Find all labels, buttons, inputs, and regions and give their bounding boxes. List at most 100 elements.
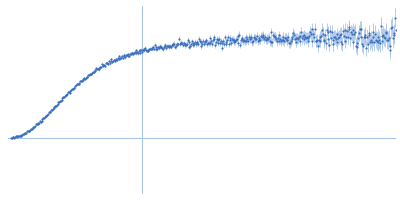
Point: [198, 40, 205, 44]
Point: [309, 39, 316, 42]
Point: [210, 38, 216, 41]
Point: [120, 56, 126, 59]
Point: [56, 101, 62, 104]
Point: [149, 47, 156, 50]
Point: [18, 134, 25, 137]
Point: [16, 135, 22, 138]
Point: [53, 104, 59, 108]
Point: [320, 32, 326, 35]
Point: [168, 43, 175, 47]
Point: [386, 37, 392, 40]
Point: [253, 37, 259, 41]
Point: [319, 28, 325, 31]
Point: [227, 39, 234, 42]
Point: [388, 27, 394, 30]
Point: [10, 135, 16, 138]
Point: [385, 38, 391, 42]
Point: [393, 28, 399, 31]
Point: [200, 39, 206, 42]
Point: [92, 69, 98, 72]
Point: [207, 37, 214, 40]
Point: [116, 55, 123, 58]
Point: [86, 73, 92, 76]
Point: [210, 36, 217, 39]
Point: [26, 129, 33, 132]
Point: [237, 43, 243, 46]
Point: [380, 34, 386, 37]
Point: [57, 100, 63, 103]
Point: [164, 44, 170, 48]
Point: [258, 35, 265, 38]
Point: [296, 35, 302, 38]
Point: [245, 40, 251, 43]
Point: [8, 136, 14, 139]
Point: [182, 43, 189, 46]
Point: [156, 45, 163, 48]
Point: [271, 35, 277, 38]
Point: [285, 36, 292, 39]
Point: [166, 44, 172, 47]
Point: [354, 41, 360, 44]
Point: [187, 45, 194, 48]
Point: [331, 36, 337, 39]
Point: [152, 46, 159, 49]
Point: [376, 38, 382, 41]
Point: [42, 115, 49, 118]
Point: [54, 102, 61, 105]
Point: [242, 40, 249, 43]
Point: [266, 35, 272, 39]
Point: [292, 37, 299, 40]
Point: [386, 49, 393, 52]
Point: [323, 41, 329, 45]
Point: [219, 42, 226, 45]
Point: [345, 26, 352, 29]
Point: [121, 53, 128, 56]
Point: [38, 119, 45, 122]
Point: [354, 46, 361, 49]
Point: [90, 71, 96, 74]
Point: [226, 36, 233, 39]
Point: [250, 36, 257, 39]
Point: [147, 47, 153, 50]
Point: [328, 30, 335, 34]
Point: [208, 39, 214, 42]
Point: [377, 42, 383, 45]
Point: [261, 37, 267, 41]
Point: [100, 65, 106, 68]
Point: [211, 38, 218, 41]
Point: [24, 129, 30, 133]
Point: [330, 38, 336, 42]
Point: [336, 35, 342, 38]
Point: [316, 39, 323, 42]
Point: [77, 80, 83, 83]
Point: [182, 44, 188, 47]
Point: [62, 94, 68, 97]
Point: [169, 43, 176, 46]
Point: [247, 36, 254, 39]
Point: [254, 39, 261, 43]
Point: [179, 42, 185, 45]
Point: [40, 117, 46, 120]
Point: [161, 44, 168, 47]
Point: [304, 36, 310, 39]
Point: [160, 46, 167, 49]
Point: [314, 38, 320, 42]
Point: [389, 25, 395, 28]
Point: [358, 27, 365, 30]
Point: [64, 92, 70, 95]
Point: [45, 112, 51, 116]
Point: [114, 58, 120, 61]
Point: [296, 39, 303, 43]
Point: [50, 106, 57, 109]
Point: [284, 38, 290, 42]
Point: [317, 35, 324, 39]
Point: [374, 39, 380, 43]
Point: [191, 43, 198, 46]
Point: [143, 49, 149, 52]
Point: [14, 135, 21, 138]
Point: [367, 40, 374, 43]
Point: [202, 41, 208, 44]
Point: [355, 37, 362, 40]
Point: [132, 52, 139, 55]
Point: [86, 73, 93, 76]
